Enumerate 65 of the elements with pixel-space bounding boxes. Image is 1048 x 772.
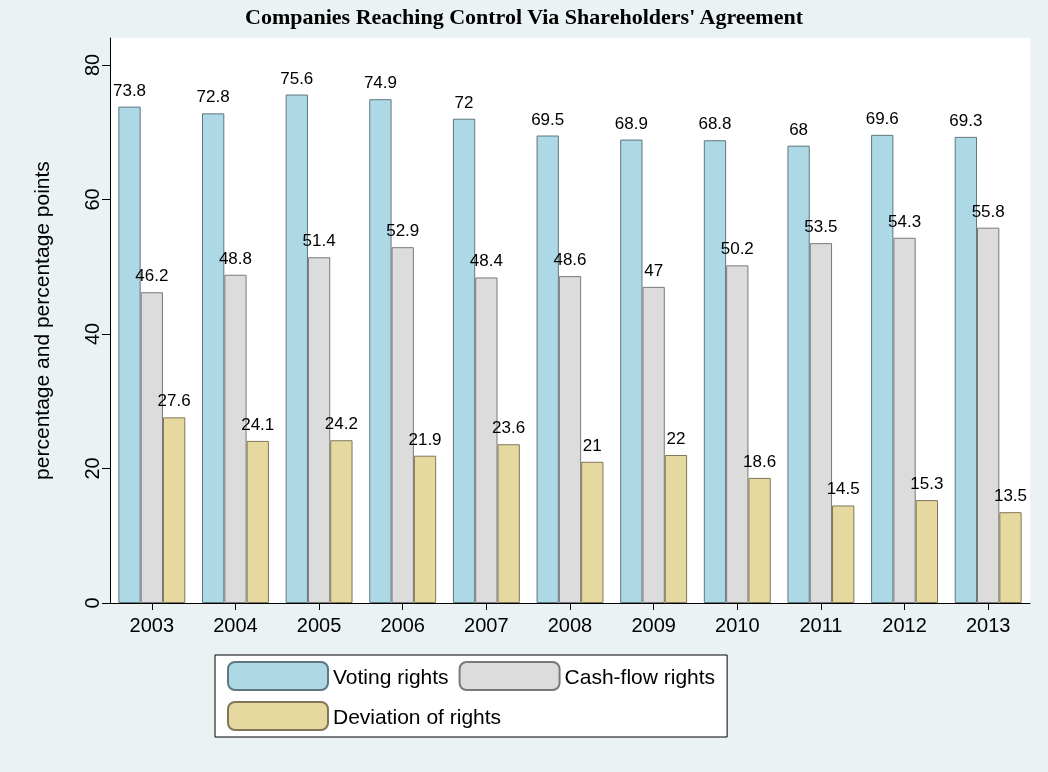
data-label: 47 xyxy=(644,260,664,280)
bar xyxy=(413,455,437,603)
x-tick-label: 2010 xyxy=(715,614,760,636)
data-label: 21 xyxy=(582,435,602,455)
data-label: 53.5 xyxy=(804,217,838,237)
bar xyxy=(664,455,688,603)
data-label: 68.8 xyxy=(698,114,732,134)
data-label: 15.3 xyxy=(910,474,944,494)
x-tick-label: 2009 xyxy=(631,614,676,636)
y-tick-label: 80 xyxy=(81,53,103,77)
x-tick-label: 2008 xyxy=(547,614,593,636)
legend-label: Voting rights xyxy=(333,664,449,688)
bar xyxy=(620,139,643,603)
data-label: 27.6 xyxy=(157,391,191,411)
bar xyxy=(915,500,938,603)
data-label: 13.5 xyxy=(993,486,1028,506)
data-label: 46.2 xyxy=(135,266,169,286)
y-tick-label: 0 xyxy=(81,597,103,609)
data-label: 75.6 xyxy=(280,68,314,88)
bar xyxy=(558,276,582,603)
data-label: 68.9 xyxy=(614,113,648,133)
data-label: 69.5 xyxy=(531,109,565,129)
x-tick-label: 2007 xyxy=(464,614,509,636)
data-label: 52.9 xyxy=(386,221,420,241)
data-label: 18.6 xyxy=(743,451,777,471)
y-tick-label: 60 xyxy=(81,188,103,211)
x-tick-label: 2006 xyxy=(380,614,425,636)
bar xyxy=(162,417,186,603)
data-label: 74.9 xyxy=(363,73,397,93)
x-tick-label: 2012 xyxy=(882,614,927,636)
x-tick-label: 2011 xyxy=(799,614,843,636)
bar xyxy=(497,444,520,603)
data-label: 24.1 xyxy=(241,414,275,434)
legend-label: Deviation of rights xyxy=(333,704,502,728)
data-label: 23.6 xyxy=(492,418,526,438)
bar xyxy=(832,505,855,603)
data-label: 24.2 xyxy=(324,414,358,434)
bar xyxy=(330,440,353,603)
data-label: 72.8 xyxy=(196,87,230,107)
y-tick-label: 40 xyxy=(81,322,103,346)
bar xyxy=(246,440,269,603)
chart-title: Companies Reaching Control Via Shareholders' Agreement xyxy=(245,3,804,29)
y-tick-label: 20 xyxy=(81,457,103,480)
data-label: 69.3 xyxy=(949,110,983,130)
data-label: 21.9 xyxy=(408,429,442,449)
data-label: 73.8 xyxy=(112,80,147,100)
bar xyxy=(748,477,771,603)
data-label: 14.5 xyxy=(826,479,860,499)
data-label: 72 xyxy=(454,92,474,112)
bar xyxy=(999,512,1022,603)
x-tick-label: 2003 xyxy=(129,614,175,636)
bar xyxy=(642,286,665,603)
y-axis-title: percentage and percentage points xyxy=(30,161,53,480)
x-tick-label: 2005 xyxy=(296,614,342,636)
data-label: 68 xyxy=(789,119,809,139)
bar xyxy=(581,461,604,603)
x-tick-label: 2004 xyxy=(213,614,258,636)
x-tick-label: 2013 xyxy=(965,614,1011,636)
data-label: 54.3 xyxy=(888,211,922,231)
data-label: 22 xyxy=(666,429,686,449)
legend-label: Cash-flow rights xyxy=(564,664,716,688)
data-label: 69.6 xyxy=(865,108,899,128)
data-label: 48.8 xyxy=(218,248,252,268)
data-label: 48.4 xyxy=(469,251,503,271)
data-label: 48.6 xyxy=(553,250,587,270)
